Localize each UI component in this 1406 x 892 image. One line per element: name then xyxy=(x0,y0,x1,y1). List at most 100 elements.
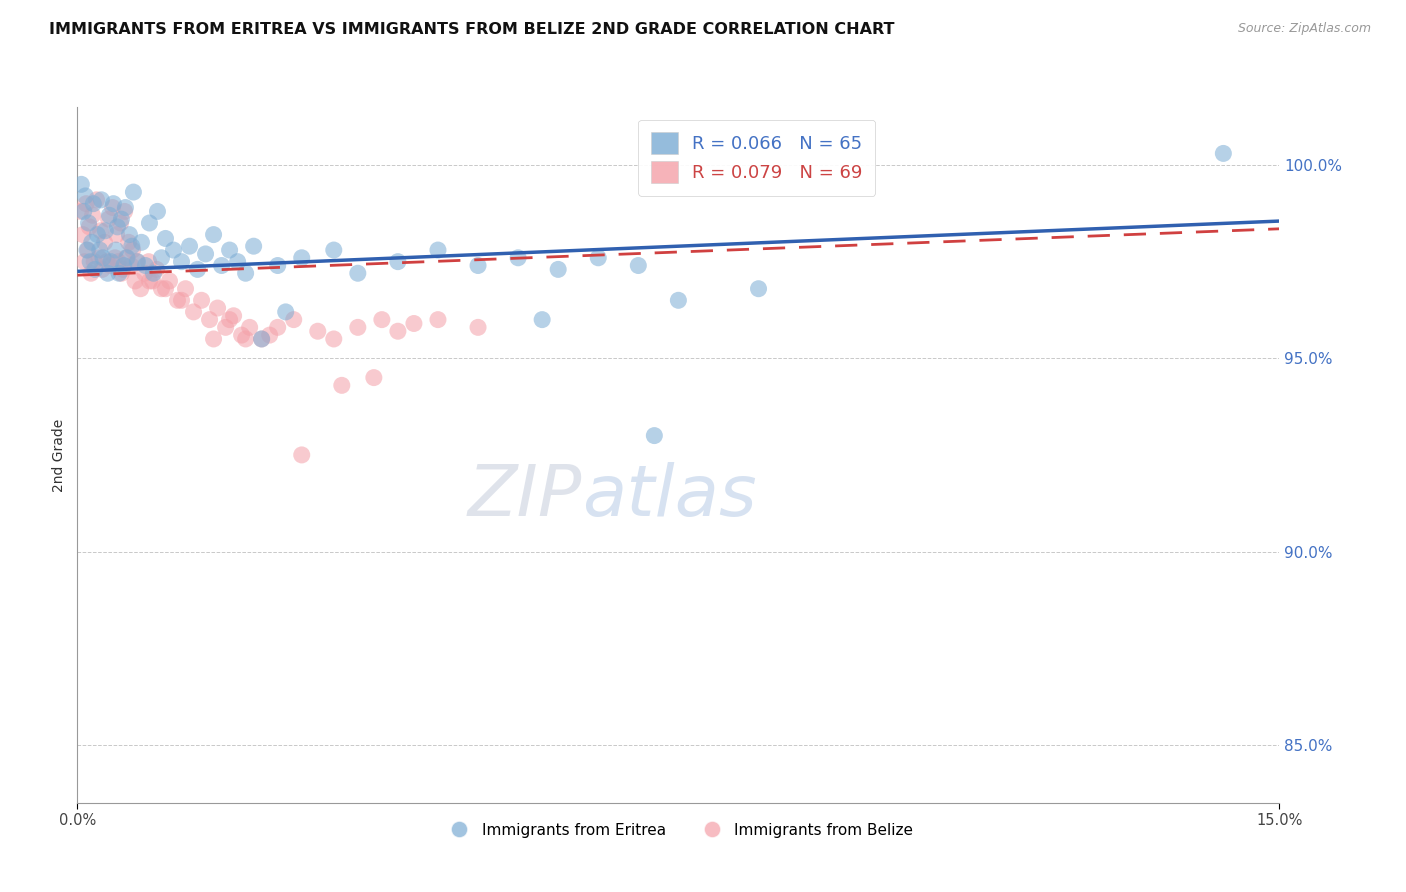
Point xyxy=(150,251,173,265)
Point xyxy=(75,196,97,211)
Point xyxy=(322,332,344,346)
Point xyxy=(83,254,105,268)
Point xyxy=(170,254,193,268)
Point xyxy=(134,259,156,273)
Point xyxy=(80,266,103,280)
Point xyxy=(346,266,368,280)
Point xyxy=(322,243,344,257)
Point xyxy=(307,324,329,338)
Point xyxy=(207,301,229,315)
Point xyxy=(291,448,314,462)
Point xyxy=(107,219,129,234)
Point xyxy=(104,251,127,265)
Point xyxy=(77,216,100,230)
Point xyxy=(125,254,148,268)
Point xyxy=(467,259,489,273)
Text: IMMIGRANTS FROM ERITREA VS IMMIGRANTS FROM BELIZE 2ND GRADE CORRELATION CHART: IMMIGRANTS FROM ERITREA VS IMMIGRANTS FR… xyxy=(49,22,894,37)
Point xyxy=(259,328,281,343)
Point xyxy=(226,254,249,268)
Point xyxy=(110,216,132,230)
Point xyxy=(110,212,132,227)
Point xyxy=(387,324,409,338)
Point xyxy=(134,266,156,280)
Point xyxy=(222,309,245,323)
Point xyxy=(202,332,225,346)
Point xyxy=(121,243,143,257)
Point xyxy=(235,266,257,280)
Point xyxy=(162,243,184,257)
Point xyxy=(120,259,142,273)
Text: Source: ZipAtlas.com: Source: ZipAtlas.com xyxy=(1237,22,1371,36)
Point xyxy=(90,193,112,207)
Point xyxy=(91,251,114,265)
Point xyxy=(250,332,273,346)
Point xyxy=(76,243,98,257)
Point xyxy=(97,212,120,227)
Point xyxy=(97,266,120,280)
Point xyxy=(98,208,121,222)
Point xyxy=(190,293,212,308)
Point xyxy=(211,259,233,273)
Point xyxy=(467,320,489,334)
Point xyxy=(371,312,394,326)
Point xyxy=(89,243,111,257)
Point xyxy=(186,262,209,277)
Point xyxy=(146,204,169,219)
Point xyxy=(387,254,409,268)
Point xyxy=(73,254,96,268)
Point xyxy=(101,201,124,215)
Point xyxy=(198,312,221,326)
Point xyxy=(267,259,290,273)
Point xyxy=(114,201,136,215)
Point xyxy=(93,235,115,250)
Point xyxy=(72,227,94,242)
Point xyxy=(75,189,97,203)
Point xyxy=(138,274,160,288)
Point xyxy=(547,262,569,277)
Point xyxy=(150,282,173,296)
Point xyxy=(138,254,160,268)
Point xyxy=(174,282,197,296)
Point xyxy=(179,239,201,253)
Point xyxy=(122,185,145,199)
Point xyxy=(508,251,530,265)
Y-axis label: 2nd Grade: 2nd Grade xyxy=(52,418,66,491)
Point xyxy=(250,332,273,346)
Point xyxy=(105,227,128,242)
Point xyxy=(267,320,290,334)
Point xyxy=(103,196,125,211)
Point xyxy=(588,251,610,265)
Point xyxy=(748,282,770,296)
Point xyxy=(100,254,122,268)
Point xyxy=(142,274,165,288)
Point xyxy=(142,266,165,280)
Point xyxy=(112,259,135,273)
Text: atlas: atlas xyxy=(582,462,756,531)
Point xyxy=(531,312,554,326)
Point xyxy=(73,204,96,219)
Point xyxy=(76,243,98,257)
Point xyxy=(194,247,217,261)
Point xyxy=(127,254,149,268)
Point xyxy=(214,320,236,334)
Point xyxy=(363,370,385,384)
Point xyxy=(84,262,107,277)
Legend: Immigrants from Eritrea, Immigrants from Belize: Immigrants from Eritrea, Immigrants from… xyxy=(437,817,920,844)
Point xyxy=(346,320,368,334)
Point xyxy=(131,235,153,250)
Point xyxy=(218,243,240,257)
Point xyxy=(427,243,450,257)
Point xyxy=(110,266,132,280)
Point xyxy=(121,239,143,253)
Point xyxy=(291,251,314,265)
Point xyxy=(87,251,110,265)
Point xyxy=(218,312,240,326)
Point xyxy=(104,243,127,257)
Point xyxy=(69,204,91,219)
Point xyxy=(108,266,131,280)
Point xyxy=(118,227,141,242)
Point xyxy=(82,196,104,211)
Point xyxy=(70,178,93,192)
Point xyxy=(86,227,108,242)
Point xyxy=(80,235,103,250)
